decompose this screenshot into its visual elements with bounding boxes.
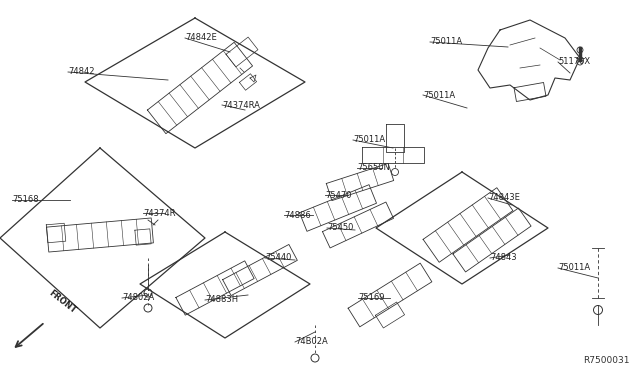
Text: 51170X: 51170X (558, 58, 590, 67)
Text: 75011A: 75011A (430, 38, 462, 46)
Text: 74883H: 74883H (205, 295, 238, 305)
Text: 75450: 75450 (327, 224, 353, 232)
Text: 74843: 74843 (490, 253, 516, 263)
Text: 74886: 74886 (284, 211, 311, 219)
Text: 74374RA: 74374RA (222, 100, 260, 109)
Text: 74802A: 74802A (122, 294, 154, 302)
Text: 74842E: 74842E (185, 33, 217, 42)
Text: 74B02A: 74B02A (295, 337, 328, 346)
Text: 75470: 75470 (325, 190, 351, 199)
Text: 75440: 75440 (265, 253, 291, 263)
Text: 75169: 75169 (358, 294, 385, 302)
Text: 75168: 75168 (12, 196, 38, 205)
Text: 75011A: 75011A (558, 263, 590, 273)
Text: R7500031: R7500031 (584, 356, 630, 365)
Text: 75650N: 75650N (357, 164, 390, 173)
Text: 74843E: 74843E (488, 193, 520, 202)
Text: 75011A: 75011A (353, 135, 385, 144)
Text: FRONT: FRONT (47, 288, 77, 315)
Text: 75011A: 75011A (423, 90, 455, 99)
Text: 74842: 74842 (68, 67, 95, 77)
Text: 74374R: 74374R (143, 208, 175, 218)
